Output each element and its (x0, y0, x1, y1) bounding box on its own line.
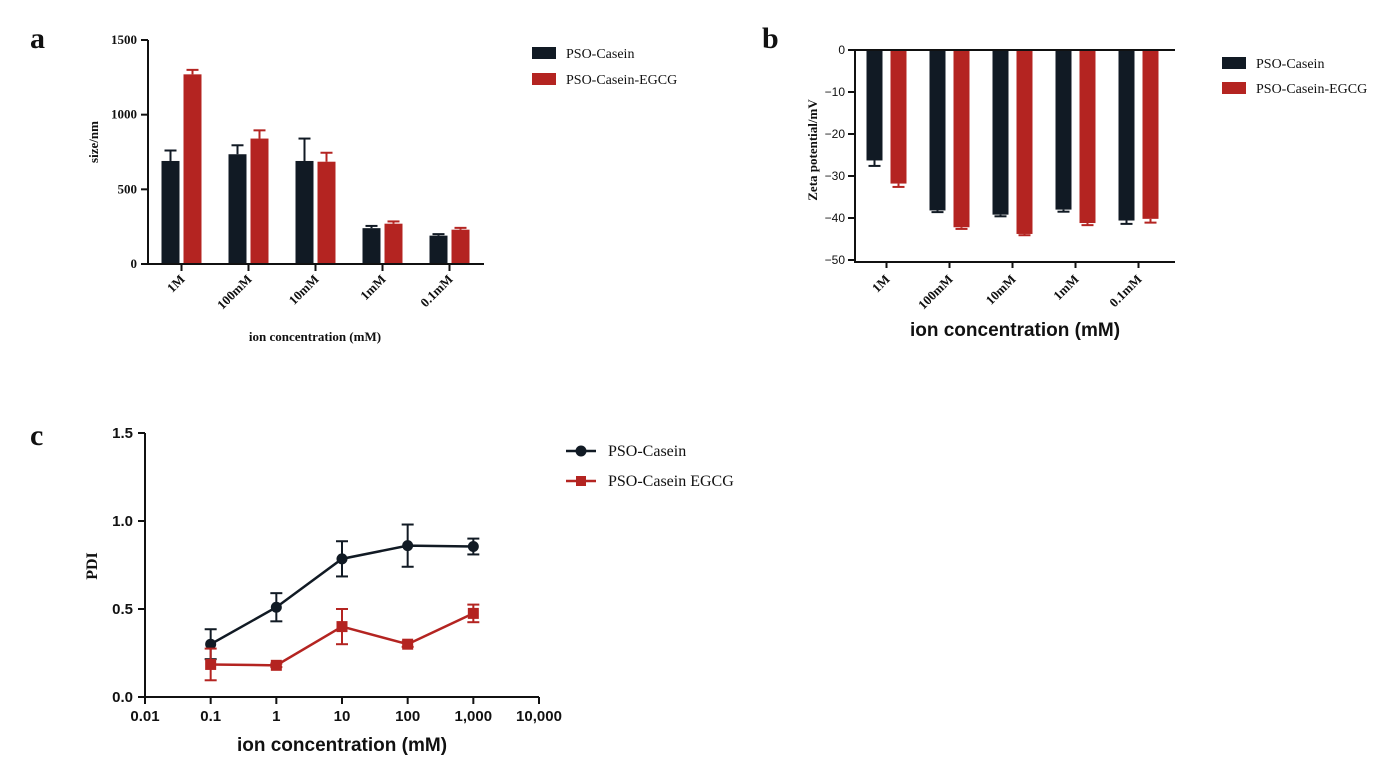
chart-c: 0.0 0.5 1.0 1.5 0.01 0.1 1 10 100 1,000 10,000 PD… (84, 425, 734, 756)
chart-a-bar-2 (183, 74, 202, 264)
chart-c-point-1 (402, 540, 414, 552)
chart-a-xtick-label: 10mM (285, 272, 321, 308)
chart-c-y-ticks: 0.0 0.5 1.0 1.5 (112, 425, 145, 706)
chart-c-point-1 (467, 541, 479, 553)
chart-a-ytick-label: 1500 (111, 32, 137, 47)
chart-a-bar-2 (384, 223, 403, 264)
chart-a-xtick-label: 1M (164, 272, 188, 296)
chart-c-ytick-label: 0.5 (112, 601, 133, 618)
chart-c-xtick-label: 0.1 (200, 708, 221, 725)
panel-label-b: b (762, 22, 779, 55)
chart-a-marks (161, 68, 470, 264)
chart-c-point-2 (402, 638, 414, 650)
chart-b-bar-2 (1079, 50, 1096, 224)
chart-c-point-2 (467, 607, 479, 619)
chart-b-xtick-label: 10mM (982, 272, 1018, 308)
chart-c-xtick-label: 100 (395, 708, 420, 725)
chart-c-point-2 (205, 658, 217, 670)
chart-b-ytick-label: −30 (825, 169, 846, 183)
chart-b-legend-swatch-2 (1222, 82, 1246, 94)
chart-c-point-1 (205, 638, 217, 650)
chart-b-xtick-label: 0.1mM (1106, 272, 1144, 310)
chart-b-xlabel: ion concentration (mM) (910, 320, 1120, 341)
chart-a-legend-swatch-2 (532, 73, 556, 85)
chart-b-ytick-label: 0 (838, 43, 845, 57)
chart-c-point-2 (336, 621, 348, 633)
chart-a-legend: PSO-Casein PSO-Casein-EGCG (532, 47, 677, 88)
chart-a-bar-2 (250, 138, 269, 264)
chart-c-ytick-label: 0.0 (112, 689, 133, 706)
chart-a-bar-1 (429, 235, 448, 264)
chart-c-xtick-label: 1,000 (455, 708, 493, 725)
chart-b-x-ticks: 1M 100mM 10mM 1mM 0.1mM (854, 261, 1175, 313)
chart-c-ylabel: PDI (84, 552, 101, 580)
chart-c-xtick-label: 1 (272, 708, 280, 725)
chart-b-ylabel: Zeta potential/mV (805, 99, 820, 201)
chart-b-bar-1 (866, 50, 883, 161)
chart-b-bar-1 (929, 50, 946, 211)
chart-a-xtick-label: 100mM (214, 272, 255, 313)
chart-b-ytick-label: −20 (825, 127, 846, 141)
chart-b-bar-2 (890, 50, 907, 184)
chart-c-marks (204, 523, 480, 682)
chart-b-marks (866, 50, 1159, 237)
chart-b-xtick-label: 1mM (1050, 272, 1082, 304)
chart-a-legend-label-1: PSO-Casein (566, 47, 634, 62)
chart-b-xtick-label: 100mM (915, 272, 956, 313)
chart-a-xlabel: ion concentration (mM) (249, 329, 381, 344)
chart-a-bar-1 (161, 160, 180, 264)
chart-a-legend-label-2: PSO-Casein-EGCG (566, 73, 677, 88)
chart-a-bar-1 (295, 160, 314, 264)
chart-c-xtick-label: 0.01 (130, 708, 159, 725)
chart-a-legend-swatch-1 (532, 47, 556, 59)
chart-b-ytick-label: −50 (825, 253, 846, 267)
chart-b-bar-1 (1118, 50, 1135, 221)
chart-c-xtick-label: 10,000 (516, 708, 562, 725)
chart-b-xtick-label: 1M (869, 272, 893, 296)
chart-c-xlabel: ion concentration (mM) (237, 735, 447, 756)
chart-a-bar-2 (317, 161, 336, 264)
panel-label-c: c (30, 419, 43, 452)
chart-a-bar-1 (362, 228, 381, 264)
chart-b-ytick-label: −40 (825, 211, 846, 225)
chart-b: 0 −10 −20 −30 −40 −50 1M 100mM 10mM 1mM 0.1mM Zet… (805, 43, 1367, 341)
chart-b-legend-swatch-1 (1222, 57, 1246, 69)
chart-c-xtick-label: 10 (334, 708, 351, 725)
chart-a-ylabel: size/nm (86, 121, 101, 163)
panel-label-a: a (30, 22, 45, 55)
chart-c-legend: PSO-Casein PSO-Casein EGCG (566, 443, 734, 490)
chart-b-y-ticks: 0 −10 −20 −30 −40 −50 (825, 43, 855, 267)
chart-c-ytick-label: 1.5 (112, 425, 133, 442)
chart-a-bar-2 (451, 229, 470, 264)
chart-a-ytick-label: 1000 (111, 107, 137, 122)
chart-b-bar-2 (953, 50, 970, 228)
chart-a-xtick-label: 1mM (357, 272, 389, 304)
chart-a-x-ticks: 1M 100mM 10mM 1mM 0.1mM (164, 264, 456, 312)
chart-a: 0 500 1000 1500 1M 100mM 10mM 1mM 0.1mM size/nm… (86, 32, 677, 344)
chart-c-legend-marker-2 (576, 476, 586, 486)
chart-b-legend: PSO-Casein PSO-Casein-EGCG (1222, 57, 1367, 97)
chart-c-legend-label-1: PSO-Casein (608, 443, 686, 460)
chart-c-ytick-label: 1.0 (112, 513, 133, 530)
chart-c-point-1 (270, 601, 282, 613)
chart-c-x-ticks: 0.01 0.1 1 10 100 1,000 10,000 (130, 697, 562, 725)
chart-b-legend-label-1: PSO-Casein (1256, 57, 1324, 72)
chart-c-point-1 (336, 553, 348, 565)
chart-a-y-ticks: 0 500 1000 1500 (111, 32, 148, 271)
chart-c-legend-label-2: PSO-Casein EGCG (608, 473, 734, 490)
chart-b-bar-1 (1055, 50, 1072, 210)
chart-b-ytick-label: −10 (825, 85, 846, 99)
chart-a-ytick-label: 0 (131, 256, 138, 271)
chart-c-legend-marker-1 (575, 445, 587, 457)
chart-a-ytick-label: 500 (118, 181, 138, 196)
chart-b-bar-2 (1142, 50, 1159, 219)
chart-a-bar-1 (228, 154, 247, 264)
chart-b-bar-1 (992, 50, 1009, 215)
chart-c-point-2 (270, 659, 282, 671)
chart-a-xtick-label: 0.1mM (417, 272, 455, 310)
chart-b-bar-2 (1016, 50, 1033, 234)
chart-b-legend-label-2: PSO-Casein-EGCG (1256, 82, 1367, 97)
